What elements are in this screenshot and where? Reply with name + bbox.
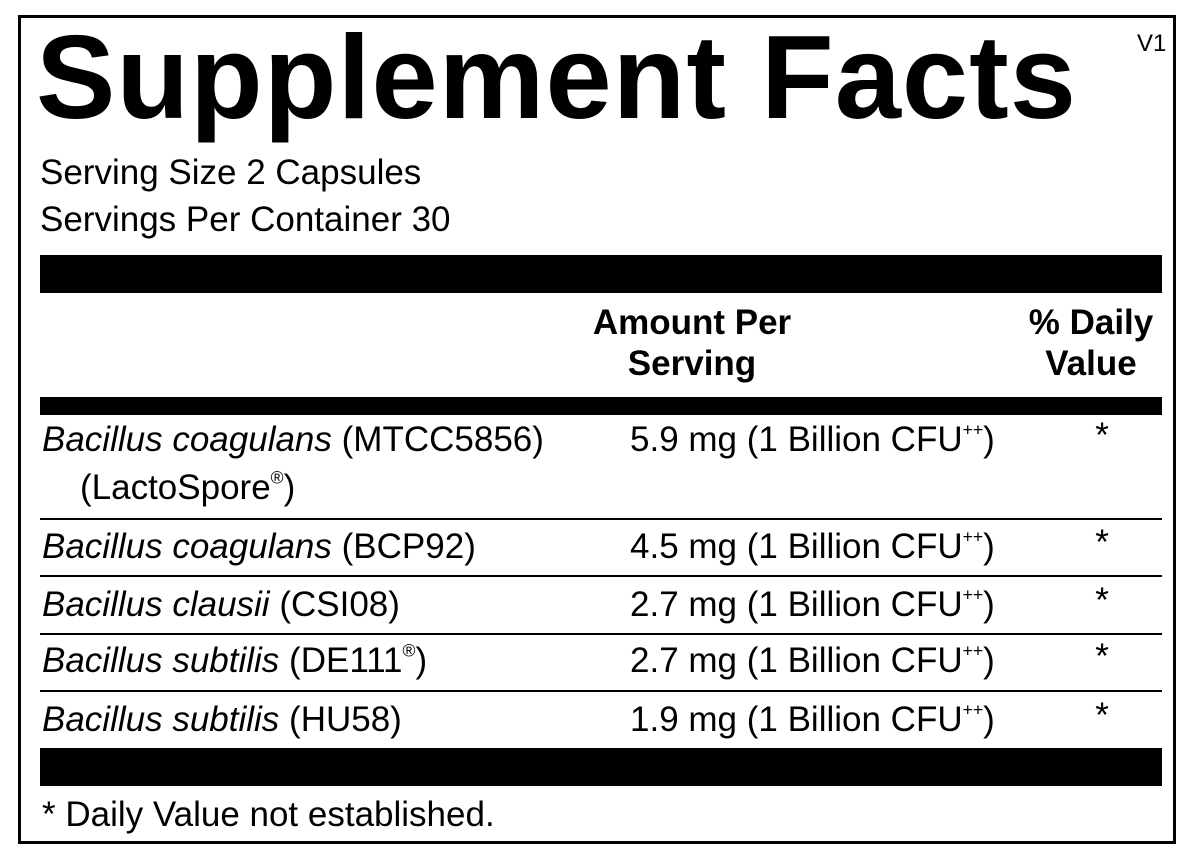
amount: 4.5 mg (1 Billion CFU++) [630, 527, 995, 567]
ingredient: Bacillus coagulans (MTCC5856) [42, 420, 544, 460]
daily-value: * [1095, 696, 1109, 735]
row-separator [40, 575, 1162, 577]
daily-value: * [1095, 416, 1109, 455]
thick-bar [40, 255, 1162, 293]
amount-sup: ++ [962, 526, 984, 547]
dv-header: % Daily Value [1029, 302, 1154, 384]
ingredient-note-end: ) [283, 468, 296, 507]
version: V1 [1137, 30, 1167, 57]
ingredient-strain: (CSI08) [279, 585, 400, 624]
amount-sup: ++ [962, 419, 984, 440]
amount-sup: ++ [962, 699, 984, 720]
ingredient-strain-sup: ® [402, 640, 416, 661]
title: Supplement Facts [36, 11, 1077, 144]
amount: 1.9 mg (1 Billion CFU++) [630, 700, 995, 740]
amount-end: ) [983, 641, 995, 680]
amount-text: 5.9 mg (1 Billion CFU [630, 420, 963, 459]
dv-header-line: Value [1045, 344, 1137, 383]
daily-value: * [1095, 637, 1109, 676]
ingredient-name: Bacillus subtilis [42, 700, 280, 739]
amount-sup: ++ [962, 640, 984, 661]
amount-end: ) [983, 420, 995, 459]
ingredient-strain: (BCP92) [341, 527, 476, 566]
medium-bar [40, 397, 1162, 415]
row-separator [40, 633, 1162, 635]
row-separator [40, 690, 1162, 692]
ingredient-name: Bacillus coagulans [42, 527, 332, 566]
ingredient: Bacillus subtilis (HU58) [42, 700, 402, 740]
ingredient-strain: (DE111 [289, 641, 403, 680]
ingredient-name: Bacillus subtilis [42, 641, 280, 680]
amount-sup: ++ [962, 584, 984, 605]
amount: 2.7 mg (1 Billion CFU++) [630, 585, 995, 625]
amount: 2.7 mg (1 Billion CFU++) [630, 641, 995, 681]
ingredient: Bacillus coagulans (BCP92) [42, 527, 476, 567]
amount-header-line: Serving [627, 344, 757, 383]
row-separator [40, 518, 1162, 520]
ingredient-note-sup: ® [270, 467, 284, 488]
ingredient-strain-end: ) [415, 641, 428, 680]
ingredient-strain: (HU58) [289, 700, 402, 739]
ingredient-note: (LactoSpore®) [80, 468, 295, 508]
ingredient-note-text: (LactoSpore [80, 468, 271, 507]
ingredient: Bacillus clausii (CSI08) [42, 585, 400, 625]
dv-header-line: % Daily [1028, 303, 1154, 342]
serving-size: Serving Size 2 Capsules [40, 153, 422, 192]
amount-header-line: Amount Per [592, 303, 792, 342]
amount-text: 4.5 mg (1 Billion CFU [630, 527, 963, 566]
amount-text: 2.7 mg (1 Billion CFU [630, 585, 963, 624]
thick-bar [40, 748, 1162, 786]
daily-value: * [1095, 581, 1109, 620]
footer-note: * Daily Value not established. [42, 795, 495, 834]
amount-header: Amount Per Serving [593, 302, 791, 384]
amount-text: 1.9 mg (1 Billion CFU [630, 700, 963, 739]
ingredient-strain: (MTCC5856) [341, 420, 544, 459]
daily-value: * [1095, 523, 1109, 562]
label-border [18, 15, 1176, 844]
ingredient: Bacillus subtilis (DE111®) [42, 641, 427, 681]
ingredient-name: Bacillus coagulans [42, 420, 332, 459]
ingredient-name: Bacillus clausii [42, 585, 270, 624]
amount-end: ) [983, 585, 995, 624]
servings-per-container: Servings Per Container 30 [40, 200, 451, 239]
amount-end: ) [983, 700, 995, 739]
amount-end: ) [983, 527, 995, 566]
amount: 5.9 mg (1 Billion CFU++) [630, 420, 995, 460]
amount-text: 2.7 mg (1 Billion CFU [630, 641, 963, 680]
